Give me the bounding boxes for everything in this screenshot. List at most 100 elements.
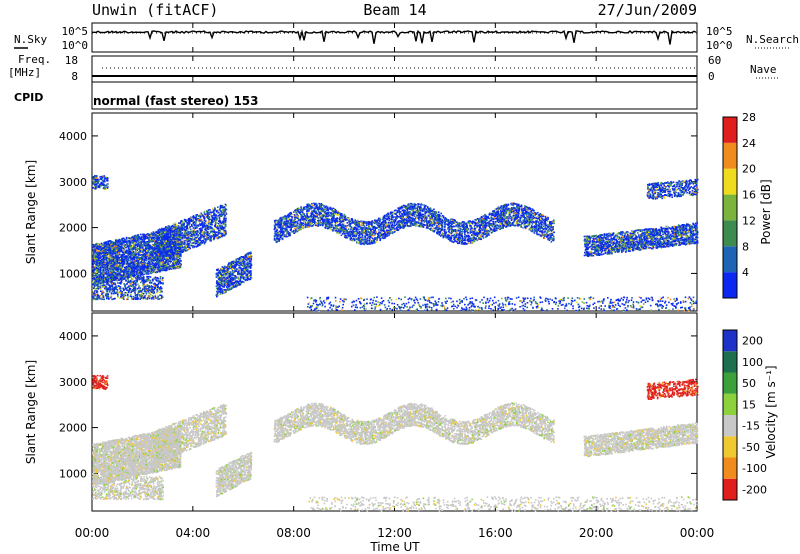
echo-point [129,279,132,282]
echo-point [97,288,99,290]
echo-point [101,264,103,267]
echo-point [113,247,115,250]
echo-point [131,289,134,292]
echo-point [127,278,129,280]
echo-point [150,236,152,238]
echo-point [150,285,153,287]
echo-point [159,268,161,270]
echo-point [152,233,154,235]
echo-point [93,257,96,260]
echo-point [116,267,119,270]
echo-point [149,281,152,284]
echo-point [140,244,142,247]
echo-point [93,260,95,263]
power-colorbar-segment [723,117,737,143]
echo-point [143,264,146,266]
echo-point [95,244,98,246]
echo-point [113,256,115,259]
echo-point [116,239,119,242]
echo-point [115,240,117,242]
velocity-colorbar-segment [723,330,737,352]
echo-point [156,259,159,261]
echo-point [175,244,178,247]
noise-sky-series [92,29,697,45]
echo-point [145,259,148,261]
echo-point [145,287,147,290]
echo-point [151,250,153,253]
echo-point [138,257,140,259]
echo-point [123,237,125,240]
echo-point [153,232,156,235]
echo-point [98,243,101,246]
echo-point [104,243,107,246]
echo-point [123,256,125,259]
echo-point [144,251,147,253]
echo-point [145,268,147,271]
echo-point [157,235,159,237]
echo-point [166,267,168,269]
echo-point [117,269,119,272]
echo-point [93,287,95,289]
echo-point [100,280,103,283]
echo-point [135,241,137,243]
echo-point [154,245,156,247]
echo-point [123,295,126,297]
echo-point [130,262,132,265]
echo-point [134,248,137,251]
echo-point [140,267,142,269]
echo-point [136,296,138,298]
echo-point [117,295,119,297]
echo-point [152,234,155,237]
echo-point [110,263,112,266]
echo-point [192,242,194,244]
echo-point [98,250,100,253]
echo-point [108,276,110,279]
echo-point [173,263,175,266]
echo-point [149,276,152,278]
echo-point [108,281,111,283]
echo-point [127,279,130,282]
echo-point [98,267,100,269]
echo-point [122,247,125,250]
echo-point [153,271,155,273]
echo-point [131,270,133,272]
echo-point [132,251,135,253]
echo-point [118,253,121,255]
echo-point [98,262,101,265]
echo-point [135,253,138,255]
echo-point [153,238,155,241]
echo-point [137,283,139,286]
echo-point [132,241,135,243]
echo-point [150,233,152,236]
echo-point [93,280,95,282]
echo-point [101,293,103,296]
echo-point [105,290,108,292]
echo-point [152,236,154,239]
echo-point [100,272,102,275]
echo-point [127,245,129,248]
echo-point [109,288,112,291]
echo-point [103,264,105,266]
echo-point [139,257,142,260]
echo-point [112,276,114,278]
echo-point [131,256,134,259]
echo-point [142,271,145,273]
echo-point [121,245,123,248]
echo-point [159,291,162,293]
echo-point [207,214,209,217]
echo-point [187,240,189,243]
echo-point [104,252,107,255]
echo-point [115,250,117,253]
echo-point [151,244,154,247]
echo-point [128,240,131,242]
echo-point [217,225,219,227]
echo-point [133,242,136,245]
echo-point [100,257,102,259]
echo-point [111,272,113,274]
echo-point [113,279,115,281]
echo-point [174,255,176,258]
echo-point [92,265,94,268]
echo-point [143,296,145,299]
echo-point [120,268,123,271]
echo-point [140,268,142,271]
